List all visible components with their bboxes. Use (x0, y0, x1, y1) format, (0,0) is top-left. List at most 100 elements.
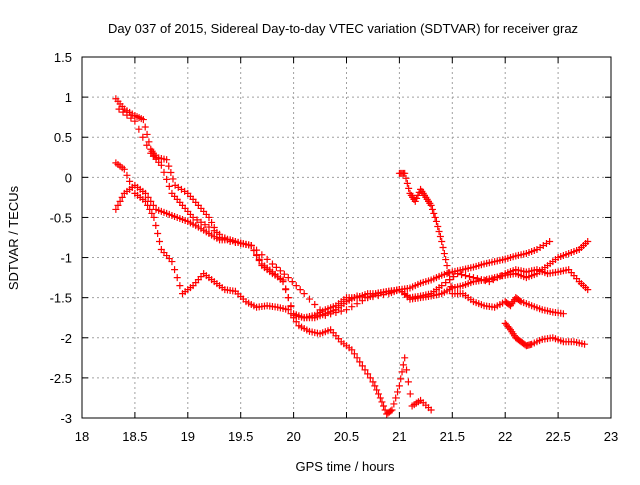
data-point (284, 274, 292, 282)
data-point (394, 388, 402, 396)
data-point (403, 179, 411, 187)
data-point (155, 238, 163, 246)
y-axis-label: SDTVAR / TECUs (6, 185, 21, 290)
data-point (247, 242, 255, 250)
data-point (427, 201, 435, 209)
data-point (446, 276, 454, 284)
data-point (414, 191, 422, 199)
data-point (432, 217, 440, 225)
data-point (157, 161, 165, 169)
data-point (436, 232, 444, 240)
data-point (427, 406, 435, 414)
data-point (358, 297, 366, 305)
data-point (438, 282, 446, 290)
data-point (581, 340, 589, 348)
data-point (327, 310, 335, 318)
data-point (428, 205, 436, 213)
data-point (321, 311, 329, 319)
data-point (216, 230, 224, 238)
data-point (481, 277, 489, 285)
data-point (366, 374, 374, 382)
data-point (403, 366, 411, 374)
data-point (296, 286, 304, 294)
series-track-f (501, 319, 589, 350)
x-tick-label: 18.5 (122, 429, 147, 444)
data-point (116, 197, 124, 205)
data-point (358, 362, 366, 370)
data-point (201, 221, 209, 229)
x-tick-label: 19.5 (228, 429, 253, 444)
data-point (376, 394, 384, 402)
data-point (148, 209, 156, 217)
data-point (546, 238, 554, 246)
chart-title: Day 037 of 2015, Sidereal Day-to-day VTE… (108, 21, 578, 36)
data-point (378, 398, 386, 406)
data-point (258, 251, 266, 259)
data-point (279, 276, 287, 284)
x-tick-label: 18 (75, 429, 89, 444)
data-point (292, 282, 300, 290)
data-point (268, 260, 276, 268)
data-point (584, 238, 592, 246)
data-point (176, 282, 184, 290)
data-point (163, 175, 171, 183)
data-point (447, 283, 455, 291)
data-point (332, 309, 340, 317)
data-point (208, 218, 216, 226)
data-point (337, 307, 345, 315)
data-point (399, 361, 407, 369)
data-point (280, 270, 288, 278)
data-point (505, 324, 513, 332)
data-point (438, 238, 446, 246)
gridlines (82, 57, 611, 418)
data-point (387, 407, 395, 415)
data-point (210, 227, 218, 235)
data-point (242, 241, 250, 249)
data-point (123, 111, 131, 119)
y-tick-label: -3 (60, 411, 72, 426)
data-point (284, 294, 292, 302)
data-point (413, 194, 421, 202)
data-point (205, 223, 213, 231)
data-point (465, 273, 473, 281)
data-point (444, 269, 452, 277)
data-point (193, 216, 201, 224)
data-point (559, 310, 567, 318)
data-point (401, 354, 409, 362)
data-point (226, 238, 234, 246)
data-point (205, 213, 213, 221)
data-point (221, 234, 229, 242)
data-point (171, 266, 179, 274)
data-point (454, 270, 462, 278)
data-point (443, 262, 451, 270)
data-point (373, 386, 381, 394)
data-point (450, 273, 458, 281)
data-point (263, 255, 271, 263)
x-tick-label: 22 (498, 429, 512, 444)
data-point (300, 290, 308, 298)
data-point (141, 189, 149, 197)
data-point (430, 209, 438, 217)
x-tick-label: 22.5 (545, 429, 570, 444)
data-point (127, 114, 135, 122)
data-point (411, 197, 419, 205)
data-point (401, 169, 409, 177)
data-point (173, 274, 181, 282)
x-tick-label: 21.5 (440, 429, 465, 444)
data-point (316, 306, 324, 314)
data-point (458, 271, 466, 279)
data-points (112, 95, 592, 418)
data-point (380, 291, 388, 299)
series-track-d (115, 105, 592, 319)
data-point (118, 193, 126, 201)
x-tick-label: 23 (604, 429, 618, 444)
data-point (353, 300, 361, 308)
data-point (165, 162, 173, 170)
data-point (348, 303, 356, 311)
data-point (253, 246, 261, 254)
data-point (364, 370, 372, 378)
data-point (147, 197, 155, 205)
data-point (402, 174, 410, 182)
x-tick-label: 20.5 (334, 429, 359, 444)
